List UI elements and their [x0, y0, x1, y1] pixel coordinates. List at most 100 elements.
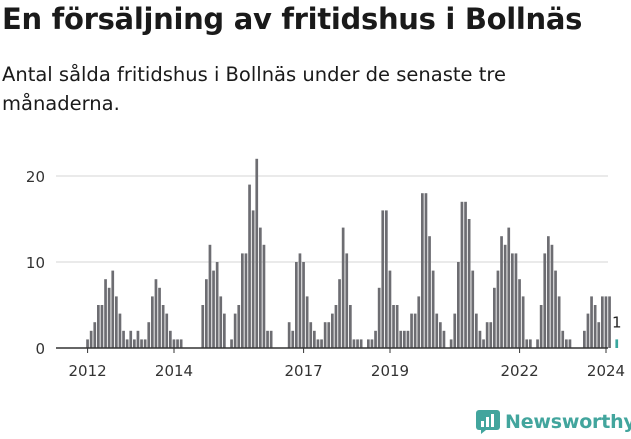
- bar: [374, 330, 377, 348]
- bar: [338, 279, 341, 348]
- bar: [305, 296, 309, 348]
- bar: [536, 339, 539, 348]
- bar: [392, 305, 395, 348]
- bar: [161, 305, 165, 348]
- bar: [557, 296, 561, 348]
- bar: [608, 296, 611, 348]
- bar: [208, 244, 212, 348]
- bar: [320, 339, 323, 348]
- y-axis-labels: 0 10 20: [26, 168, 45, 358]
- bar: [554, 270, 557, 348]
- bar: [428, 236, 431, 348]
- bar: [172, 339, 176, 348]
- y-tick-label: 20: [26, 168, 45, 186]
- bar: [403, 330, 406, 348]
- bar: [507, 227, 511, 348]
- bar: [93, 322, 97, 348]
- bar: [89, 330, 93, 348]
- bar: [316, 339, 320, 348]
- bar: [435, 313, 439, 348]
- bar: [352, 339, 356, 348]
- bar: [503, 244, 507, 348]
- bar: [215, 262, 219, 348]
- bar: [543, 253, 547, 348]
- bar: [313, 330, 316, 348]
- bar: [388, 270, 392, 348]
- bar: [381, 210, 385, 348]
- bar: [111, 270, 115, 348]
- bar: [115, 296, 118, 348]
- bar: [417, 296, 421, 348]
- bar: [154, 279, 158, 348]
- bar: [511, 253, 514, 348]
- chart-title: En försäljning av fritidshus i Bollnäs: [2, 2, 583, 36]
- bar: [431, 270, 435, 348]
- bar: [327, 322, 331, 348]
- bar: [467, 219, 471, 348]
- bar: [449, 339, 453, 348]
- x-tick-label: 2022: [501, 362, 539, 380]
- bar: [482, 339, 485, 348]
- bar: [295, 262, 298, 348]
- x-tick-label: 2012: [69, 362, 107, 380]
- bar: [302, 262, 305, 348]
- bar: [457, 262, 460, 348]
- y-gridlines: [56, 175, 608, 263]
- bar: [604, 296, 608, 348]
- bar: [349, 305, 352, 348]
- bar: [298, 253, 302, 348]
- bar: [485, 322, 489, 348]
- bar: [158, 287, 161, 348]
- bar: [104, 279, 107, 348]
- bar: [489, 322, 493, 348]
- newsworthy-brand-name: Newsworthy: [505, 411, 631, 433]
- bar: [413, 313, 417, 348]
- bar: [439, 322, 442, 348]
- bar: [359, 339, 363, 348]
- bar: [583, 330, 586, 348]
- bar: [244, 253, 248, 348]
- chart-subtitle: Antal sålda fritidshus i Bollnäs under d…: [2, 63, 506, 115]
- bar: [118, 313, 122, 348]
- bar: [442, 330, 446, 348]
- bar: [565, 339, 568, 348]
- bar: [377, 287, 381, 348]
- bar: [309, 322, 313, 348]
- bar: [453, 313, 457, 348]
- bar: [601, 296, 604, 348]
- bar: [356, 339, 359, 348]
- bar: [248, 184, 251, 348]
- bar: [521, 296, 525, 348]
- bar: [475, 313, 478, 348]
- bar: [395, 305, 399, 348]
- bar: [97, 305, 100, 348]
- bar: [241, 253, 244, 348]
- x-tick-label: 2019: [371, 362, 409, 380]
- bar: [230, 339, 233, 348]
- y-tick-label: 0: [35, 340, 45, 358]
- bar: [151, 296, 154, 348]
- bar: [219, 296, 223, 348]
- latest-value-label: 1: [612, 313, 622, 331]
- bar: [331, 313, 334, 348]
- newsworthy-logo-icon: [476, 410, 500, 434]
- bar: [205, 279, 208, 348]
- bar: [460, 201, 464, 348]
- bar: [493, 287, 496, 348]
- bar: [147, 322, 151, 348]
- bar: [406, 330, 410, 348]
- x-tick-label: 2014: [155, 362, 193, 380]
- x-tick-label: 2017: [285, 362, 323, 380]
- newsworthy-brand[interactable]: Newsworthy: [476, 408, 631, 436]
- bar: [539, 305, 543, 348]
- y-tick-label: 10: [26, 254, 45, 272]
- bar: [107, 287, 111, 348]
- bar: [140, 339, 143, 348]
- bar: [287, 322, 291, 348]
- bar: [500, 236, 503, 348]
- bar: [255, 158, 259, 348]
- bars: [86, 158, 619, 348]
- bar: [143, 339, 147, 348]
- bar: [291, 330, 295, 348]
